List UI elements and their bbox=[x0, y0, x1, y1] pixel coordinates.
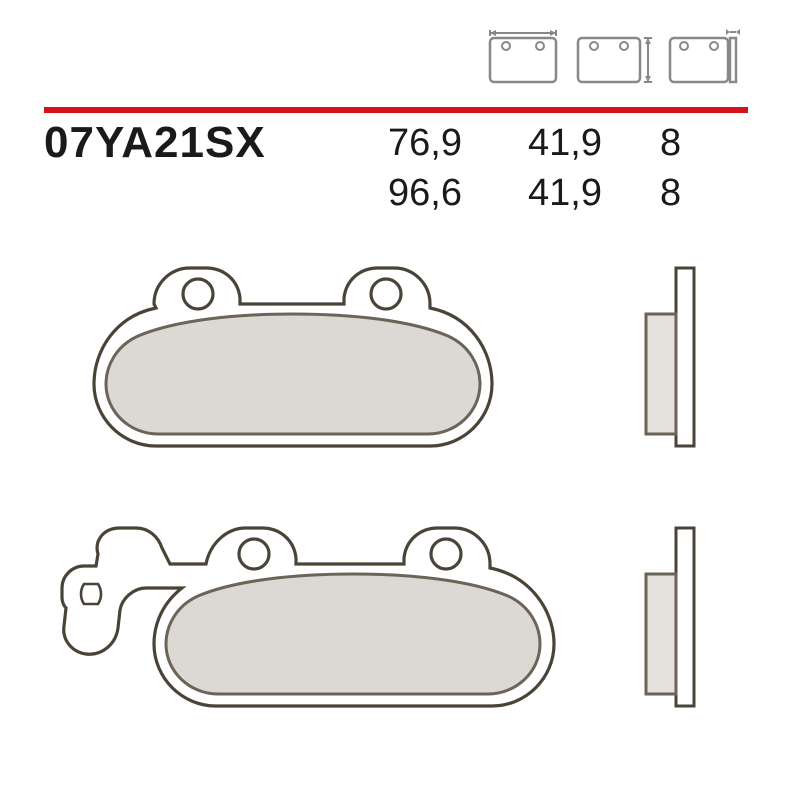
thickness-dim-icon bbox=[666, 24, 748, 86]
brake-pad-2-side bbox=[630, 510, 710, 715]
dimension-icons-row bbox=[482, 24, 748, 86]
spec-w-2: 96,6 bbox=[388, 172, 462, 215]
spec-h-2: 41,9 bbox=[528, 172, 602, 215]
height-dim-icon bbox=[574, 24, 656, 86]
spec-t-1: 8 bbox=[660, 122, 681, 165]
red-divider bbox=[44, 100, 748, 106]
brake-pad-2-face bbox=[58, 510, 558, 715]
brake-pad-1-side bbox=[630, 250, 710, 455]
spec-w-1: 76,9 bbox=[388, 122, 462, 165]
product-code: 07YA21SX bbox=[44, 118, 266, 168]
width-dim-icon bbox=[482, 24, 564, 86]
brake-pad-1-face bbox=[90, 250, 496, 455]
spec-t-2: 8 bbox=[660, 172, 681, 215]
spec-row-1: 07YA21SX bbox=[44, 118, 266, 168]
spec-h-1: 41,9 bbox=[528, 122, 602, 165]
